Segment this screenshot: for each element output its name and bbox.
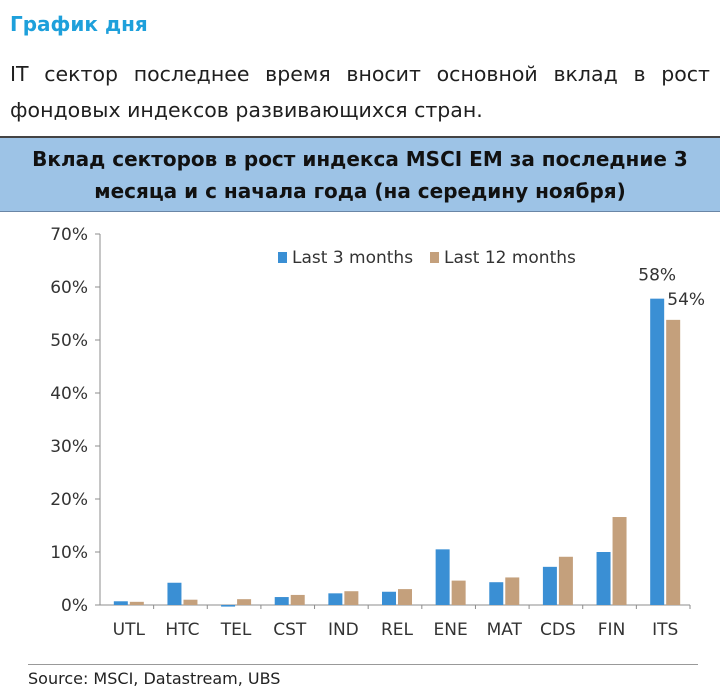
bar-utl-series-1	[113, 601, 128, 605]
x-tick-label: ENE	[434, 620, 468, 640]
y-tick-label: 30%	[50, 437, 88, 457]
y-tick-label: 40%	[50, 384, 88, 404]
x-tick-label: CDS	[540, 620, 576, 640]
bar-cst-series-1	[274, 597, 289, 605]
source-divider	[28, 664, 698, 665]
legend-label-1: Last 3 months	[292, 248, 413, 268]
bar-fin-series-1	[596, 552, 611, 605]
bar-ind-series-2	[344, 591, 359, 605]
chart-labels: 58%54%	[638, 266, 705, 310]
chart-bars	[113, 298, 681, 607]
data-label: 58%	[638, 266, 676, 286]
x-tick-label: HTC	[165, 620, 199, 640]
y-tick-label: 0%	[61, 596, 88, 616]
bar-its-series-2	[666, 319, 681, 605]
legend-swatch-1	[278, 252, 287, 263]
bar-cds-series-2	[558, 556, 573, 605]
bar-tel-series-1	[221, 605, 236, 607]
bar-ind-series-1	[328, 593, 343, 605]
data-label: 54%	[667, 290, 705, 310]
bar-fin-series-2	[612, 517, 627, 605]
legend-label-2: Last 12 months	[444, 248, 576, 268]
chart-legend: Last 3 months Last 12 months	[278, 248, 576, 268]
page-title: График дня	[10, 12, 148, 36]
x-tick-label: FIN	[598, 620, 626, 640]
y-tick-label: 70%	[50, 225, 88, 245]
bar-rel-series-2	[398, 589, 412, 605]
x-tick-label: ITS	[652, 620, 678, 640]
intro-text: IT сектор последнее время вносит основно…	[10, 62, 710, 122]
y-tick-label: 10%	[50, 543, 88, 563]
y-tick-label: 50%	[50, 331, 88, 351]
x-tick-label: CST	[273, 620, 307, 640]
x-tick-label: UTL	[113, 620, 146, 640]
bar-rel-series-1	[382, 591, 396, 605]
bar-tel-series-2	[237, 599, 252, 605]
bar-htc-series-2	[183, 599, 198, 605]
source-note: Source: MSCI, Datastream, UBS	[28, 669, 281, 688]
y-tick-label: 60%	[50, 278, 88, 298]
x-tick-label: MAT	[487, 620, 523, 640]
bar-mat-series-1	[489, 582, 504, 605]
y-tick-label: 20%	[50, 490, 88, 510]
bar-cst-series-2	[290, 594, 305, 605]
bar-its-series-1	[650, 298, 665, 605]
bar-ene-series-1	[435, 549, 450, 605]
chart-title: Вклад секторов в рост индекса MSCI EM за…	[32, 146, 688, 203]
x-tick-label: REL	[381, 620, 414, 640]
legend-swatch-2	[430, 252, 439, 263]
bar-chart: 0% 10% 20% 30% 40% 50% 60% 70% UTL HTC TEL CST IND RE…	[50, 225, 705, 640]
x-tick-label: IND	[328, 620, 359, 640]
bar-ene-series-2	[451, 580, 466, 605]
chart-axes: 0% 10% 20% 30% 40% 50% 60% 70% UTL HTC TEL CST IND RE…	[50, 225, 691, 640]
bar-mat-series-2	[505, 577, 520, 605]
chart-title-banner: Вклад секторов в рост индекса MSCI EM за…	[0, 136, 720, 212]
bar-utl-series-2	[129, 601, 144, 605]
x-tick-label: TEL	[220, 620, 252, 640]
bar-htc-series-1	[167, 582, 182, 605]
bar-cds-series-1	[542, 566, 557, 605]
